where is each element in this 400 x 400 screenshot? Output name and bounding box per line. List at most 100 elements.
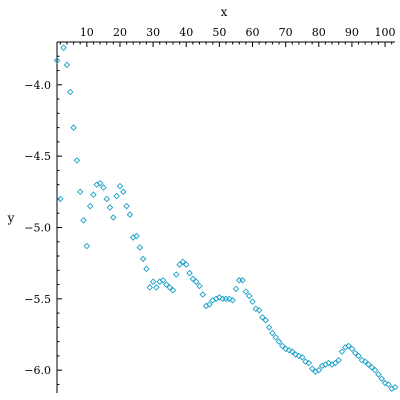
data-point <box>302 358 309 365</box>
data-point <box>368 364 376 371</box>
data-point <box>159 277 167 284</box>
data-point <box>222 295 230 303</box>
data-point <box>289 348 296 355</box>
data-point <box>143 265 150 273</box>
y-tick-label: −5.5 <box>24 293 51 306</box>
data-point <box>126 211 134 218</box>
y-tick-label: −5.0 <box>24 221 51 234</box>
x-tick-label: 100 <box>375 26 396 39</box>
data-point <box>216 294 223 301</box>
data-point <box>332 359 339 367</box>
y-axis-ticks: −4.0 −4.5 −5.0 −5.5 −6.0 <box>24 55 62 385</box>
x-tick-label: 50 <box>212 26 226 39</box>
data-point <box>196 282 203 290</box>
data-point <box>96 180 104 187</box>
data-point <box>182 261 190 268</box>
x-tick-label: 60 <box>246 26 260 39</box>
x-tick-label: 20 <box>113 26 127 39</box>
data-point <box>245 292 253 300</box>
data-point <box>391 384 399 391</box>
data-point <box>169 287 177 294</box>
data-point <box>375 371 382 378</box>
data-point <box>113 192 120 200</box>
data-point <box>110 214 117 221</box>
data-point <box>345 342 352 350</box>
data-point <box>348 345 356 353</box>
data-point <box>206 301 213 308</box>
x-tick-label: 30 <box>146 26 160 39</box>
data-point <box>335 356 342 364</box>
data-point <box>232 285 240 293</box>
data-points <box>53 44 399 392</box>
data-point <box>361 358 369 365</box>
data-point <box>229 297 236 304</box>
data-point <box>103 195 110 203</box>
data-point <box>123 202 130 210</box>
data-point <box>199 291 207 298</box>
data-point <box>136 244 144 251</box>
data-point <box>325 359 332 367</box>
data-point <box>133 232 140 240</box>
data-point <box>83 242 91 250</box>
data-point <box>192 278 200 285</box>
data-point <box>315 366 323 374</box>
data-point <box>120 188 127 196</box>
data-point <box>153 284 160 291</box>
data-point <box>146 284 154 291</box>
data-point <box>275 338 283 345</box>
data-point <box>308 365 316 372</box>
data-point <box>226 295 233 303</box>
data-point <box>176 261 183 268</box>
y-tick-label: −6.0 <box>24 364 51 377</box>
data-point <box>76 188 84 196</box>
data-point <box>252 305 260 313</box>
x-tick-label: 70 <box>279 26 293 39</box>
data-point <box>351 349 359 357</box>
data-point <box>282 345 289 353</box>
data-point <box>378 375 385 382</box>
data-point <box>173 271 180 278</box>
data-point <box>166 284 173 291</box>
data-point <box>186 269 193 277</box>
data-point <box>139 255 147 263</box>
data-point <box>236 277 243 284</box>
data-point <box>249 298 256 305</box>
data-point <box>67 88 74 96</box>
y-axis-title: y <box>7 211 15 225</box>
data-point <box>242 288 250 295</box>
data-point <box>385 381 392 388</box>
data-point <box>381 379 389 387</box>
data-point <box>295 352 303 360</box>
data-point <box>272 334 279 341</box>
x-axis-title: x <box>221 5 228 19</box>
x-axis-ticks: 10 20 30 40 50 60 70 80 90 100 <box>59 26 396 47</box>
data-point <box>255 307 263 314</box>
data-point <box>279 342 286 350</box>
y-tick-label: −4.0 <box>24 79 51 92</box>
data-point <box>259 314 266 321</box>
x-tick-label: 90 <box>345 26 359 39</box>
data-point <box>80 217 87 224</box>
data-point <box>60 44 67 51</box>
data-point <box>358 356 366 364</box>
data-point <box>285 346 293 354</box>
data-point <box>355 352 362 360</box>
data-point <box>239 277 246 284</box>
data-point <box>269 329 276 337</box>
data-point <box>70 124 77 131</box>
data-point <box>338 348 346 355</box>
x-tick-label: 80 <box>312 26 326 39</box>
data-point <box>365 361 372 368</box>
data-point <box>262 316 270 324</box>
data-point <box>86 202 94 210</box>
data-point <box>90 191 97 198</box>
data-point <box>179 258 187 265</box>
data-point <box>305 359 313 367</box>
x-tick-label: 10 <box>80 26 94 39</box>
data-point <box>106 204 114 211</box>
data-point <box>63 61 71 69</box>
data-point <box>53 57 61 64</box>
data-point <box>371 366 379 374</box>
data-point <box>292 351 299 358</box>
